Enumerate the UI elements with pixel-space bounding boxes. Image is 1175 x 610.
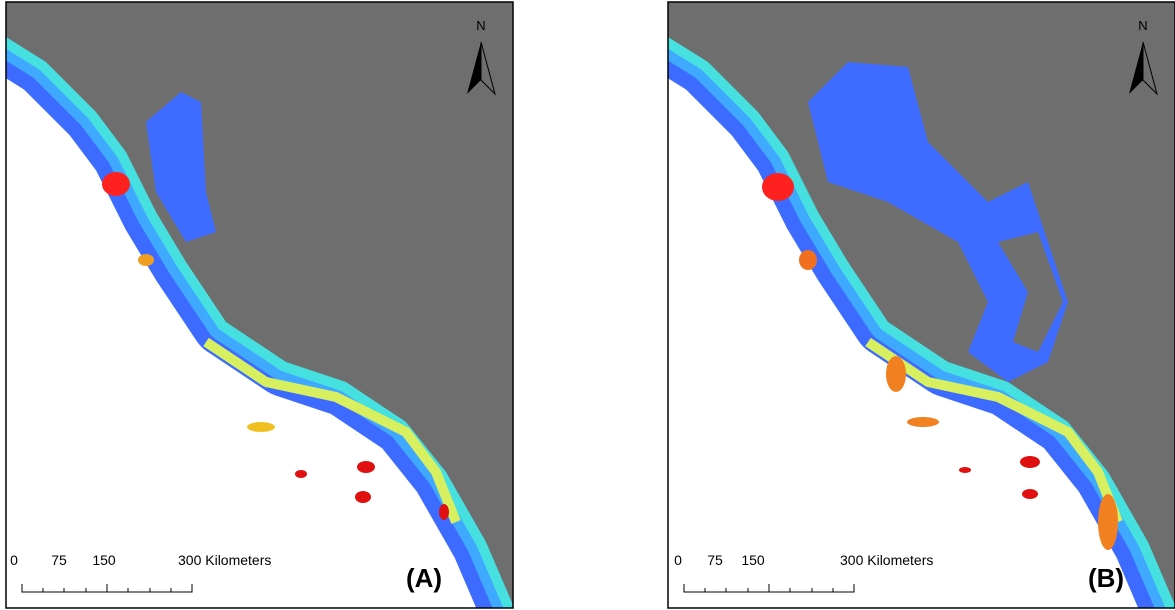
panel-label: (B) [1088,563,1124,593]
scale-label: 150 [92,552,116,568]
scale-label: 75 [707,552,723,568]
scale-label: 0 [10,552,18,568]
north-label: N [1138,18,1147,33]
north-label: N [476,18,485,33]
scale-label: 150 [741,552,765,568]
panel-b: N 0 75 150 300 Kilometers (B) [667,1,1175,609]
scale-label: 0 [674,552,682,568]
panel-label: (A) [406,563,442,593]
panel-a: N 0 75 150 300 Kilometers (A) [5,1,514,609]
scale-label: 300 Kilometers [178,552,271,568]
scale-label: 75 [51,552,67,568]
scale-label: 300 Kilometers [840,552,933,568]
